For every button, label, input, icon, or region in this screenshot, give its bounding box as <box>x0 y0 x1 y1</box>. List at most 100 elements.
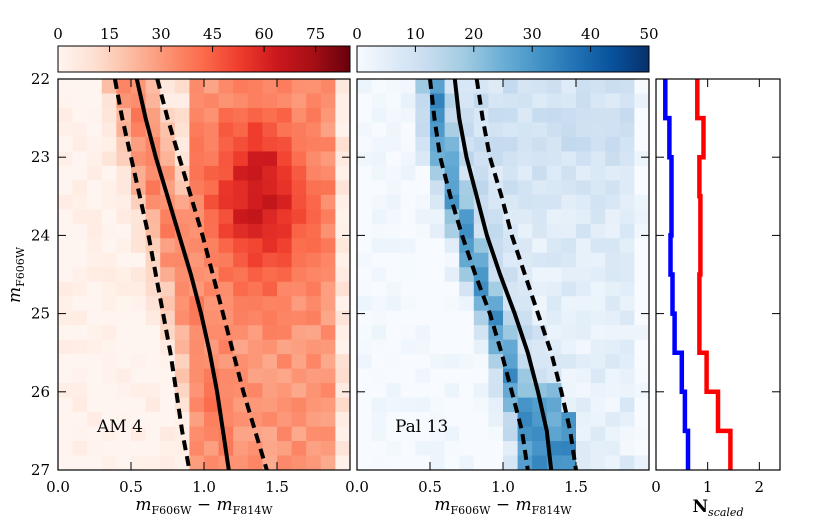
lower-bound-line <box>428 79 530 470</box>
heatmap-cell <box>335 93 350 109</box>
heatmap-cell <box>131 238 147 254</box>
heatmap-cell <box>415 412 431 428</box>
heatmap-cell <box>386 238 402 254</box>
heatmap-cell <box>619 412 635 428</box>
heatmap-cell <box>87 339 103 355</box>
heatmap-cell <box>116 107 132 124</box>
heatmap-cell <box>189 122 205 138</box>
heatmap-cell <box>386 122 402 138</box>
heatmap-cell <box>488 107 504 124</box>
heatmap-cell <box>218 107 234 124</box>
heatmap-cell <box>605 93 621 109</box>
heatmap-cell <box>291 383 307 399</box>
heatmap-cell <box>58 397 74 413</box>
heatmap-cell <box>101 383 117 399</box>
heatmap-cell <box>590 93 606 109</box>
heatmap-cell <box>291 412 307 428</box>
heatmap-cell <box>590 441 606 457</box>
heatmap-cell <box>335 441 350 457</box>
heatmap-cell <box>532 223 548 239</box>
heatmap-cell <box>58 412 74 428</box>
heatmap-cell <box>247 252 263 268</box>
heatmap-cell <box>306 151 322 167</box>
heatmap-cell <box>58 238 74 254</box>
colorbar-tick-label: 50 <box>639 25 658 43</box>
heatmap-cell <box>444 252 460 268</box>
heatmap-cell <box>160 165 176 181</box>
heatmap-cell <box>532 194 548 210</box>
heatmap-cell <box>101 252 117 268</box>
heatmap-cell <box>576 252 592 268</box>
heatmap-cell <box>415 209 431 225</box>
heatmap-cell <box>444 223 460 239</box>
heatmap-cell <box>517 79 533 95</box>
heatmap-cell <box>590 426 606 442</box>
heatmap-cell <box>58 426 74 442</box>
heatmap-cell <box>189 383 205 399</box>
heatmap-cell <box>204 267 220 283</box>
heatmap-cell <box>204 180 220 196</box>
heatmap-cell <box>619 310 635 326</box>
heatmap-cell <box>145 165 161 181</box>
heatmap-cell <box>619 79 635 95</box>
heatmap-cell <box>605 397 621 413</box>
y-tick-label: 22 <box>31 70 50 88</box>
heatmap-cell <box>131 252 147 268</box>
heatmap-cell <box>174 180 190 196</box>
heatmap-cell <box>430 339 446 355</box>
heatmap-cell <box>262 194 278 210</box>
heatmap-cell <box>415 223 431 239</box>
heatmap-cell <box>160 79 176 95</box>
heatmap-cell <box>204 165 220 181</box>
heatmap-cell <box>116 194 132 210</box>
heatmap-am4 <box>58 79 350 470</box>
heatmap-cell <box>174 325 190 341</box>
heatmap-cell <box>277 238 293 254</box>
heatmap-cell <box>247 79 263 95</box>
heatmap-cell <box>576 325 592 341</box>
heatmap-cell <box>473 310 489 326</box>
heatmap-cell <box>306 93 322 109</box>
heatmap-cell <box>72 122 88 138</box>
heatmap-cell <box>262 267 278 283</box>
heatmap-cell <box>619 296 635 312</box>
panel-am4-label: AM 4 <box>96 417 143 437</box>
heatmap-cell <box>101 325 117 341</box>
heatmap-cell <box>174 79 190 95</box>
heatmap-cell <box>386 441 402 457</box>
heatmap-cell <box>291 310 307 326</box>
heatmap-cell <box>430 426 446 442</box>
heatmap-cell <box>72 180 88 196</box>
lower-bound-line <box>112 79 192 470</box>
heatmap-cell <box>277 354 293 370</box>
heatmap-cell <box>634 412 649 428</box>
heatmap-cell <box>335 122 350 138</box>
heatmap-cell <box>400 281 416 297</box>
heatmap-cell <box>357 79 373 95</box>
heatmap-cell <box>58 209 74 225</box>
heatmap-cell <box>262 107 278 124</box>
heatmap-cell <box>561 122 577 138</box>
heatmap-cell <box>532 267 548 283</box>
heatmap-cell <box>605 194 621 210</box>
heatmap-cell <box>459 209 475 225</box>
heatmap-cell <box>517 122 533 138</box>
heatmap-cell <box>634 441 649 457</box>
heatmap-cell <box>291 209 307 225</box>
heatmap-cell <box>386 209 402 225</box>
heatmap-cell <box>145 180 161 196</box>
heatmap-cell <box>386 107 402 124</box>
x-axis-label-histogram: Nscaled <box>693 497 744 519</box>
heatmap-cell <box>400 79 416 95</box>
heatmap-cell <box>517 151 533 167</box>
heatmap-cell <box>116 441 132 457</box>
heatmap-cell <box>605 238 621 254</box>
heatmap-cell <box>590 194 606 210</box>
heatmap-cell <box>277 383 293 399</box>
heatmap-cell <box>561 267 577 283</box>
heatmap-cell <box>371 267 387 283</box>
heatmap-cell <box>546 426 562 442</box>
heatmap-cell <box>116 426 132 442</box>
heatmap-cell <box>590 325 606 341</box>
